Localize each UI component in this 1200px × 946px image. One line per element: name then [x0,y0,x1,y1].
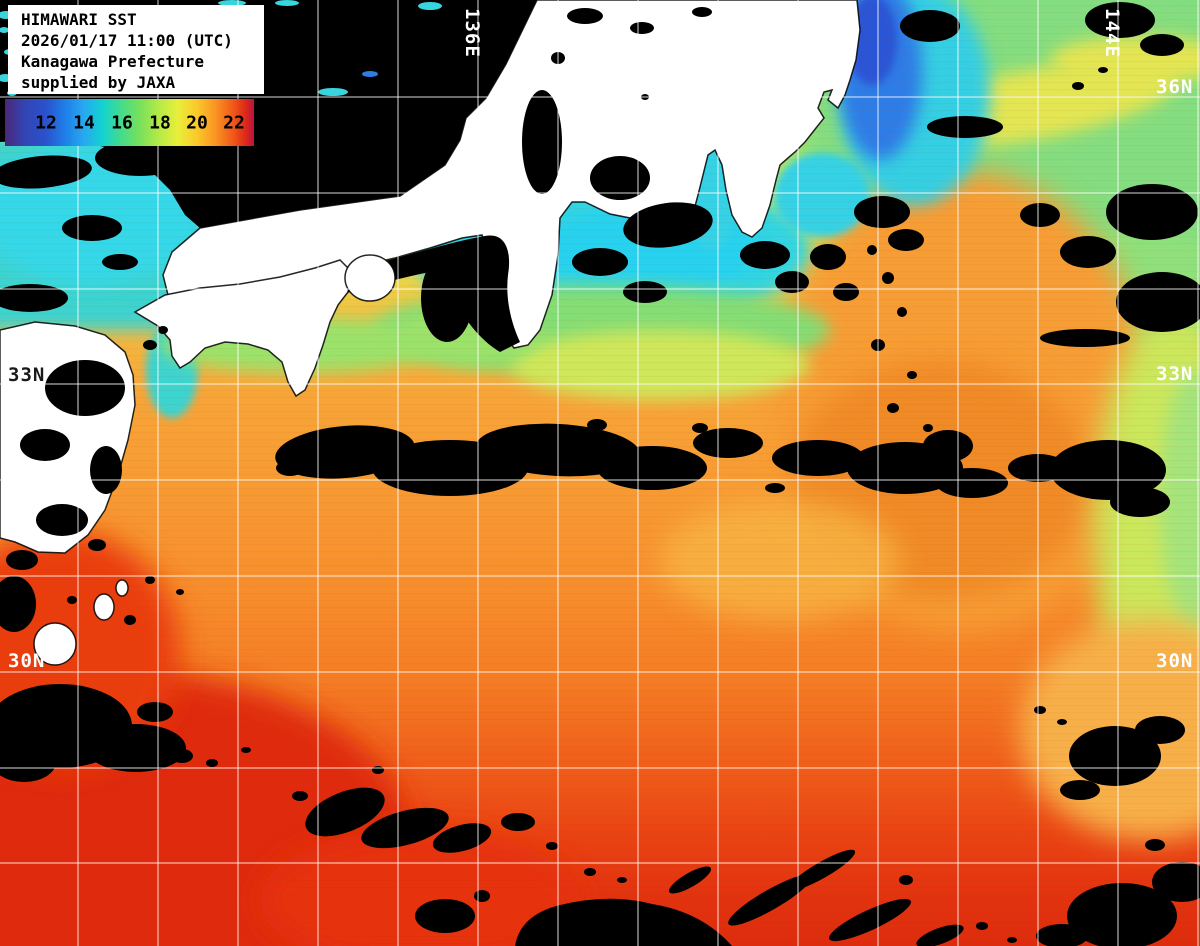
temperature-colorbar: 12 14 16 18 20 22 [5,99,254,146]
meridian-label-136e: 136E [461,8,483,58]
land-shikoku [133,259,353,398]
colorbar-tick: 22 [223,112,245,133]
colorbar-tick: 14 [73,112,95,133]
grid-labels: 136E 144E 36N 33N 30N 33N 30N [8,8,1193,672]
source-label: supplied by JAXA [21,73,176,92]
land-awaji [344,254,396,302]
info-box: HIMAWARI SST 2026/01/17 11:00 (UTC) Kana… [8,5,264,94]
colorbar-tick: 12 [35,112,57,133]
meridian-label-144e: 144E [1101,8,1123,58]
region-label: Kanagawa Prefecture [21,52,205,71]
datetime-label: 2026/01/17 11:00 (UTC) [21,31,233,50]
colorbar-tick: 18 [149,112,171,133]
parallel-label-33n-right: 33N [1156,363,1193,385]
land-tanegashima [93,593,115,621]
parallel-label-30n-left: 30N [8,650,45,672]
parallel-label-33n-left: 33N [8,364,45,386]
land-yakushima [33,622,77,666]
parallel-label-36n-right: 36N [1156,76,1193,98]
colorbar-tick: 20 [186,112,208,133]
product-title: HIMAWARI SST [21,10,137,29]
parallel-label-30n-right: 30N [1156,650,1193,672]
colorbar-tick: 16 [111,112,133,133]
cold-water-specks [0,0,442,96]
